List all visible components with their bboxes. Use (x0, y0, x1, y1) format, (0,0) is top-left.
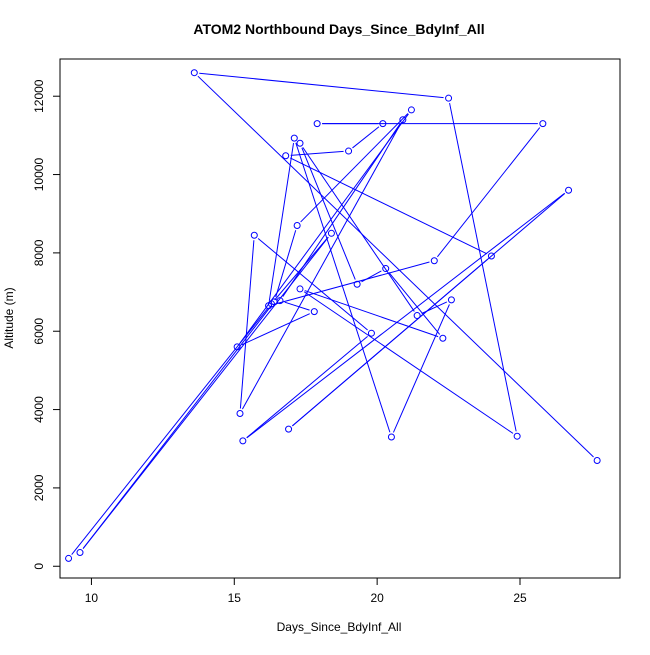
data-point (430, 257, 438, 265)
y-axis: 0 2000 4000 6000 8000 10000 12000 (32, 79, 61, 570)
data-point (487, 252, 495, 260)
series-segment (82, 305, 272, 549)
series-segment (301, 147, 356, 280)
series-segment (275, 230, 297, 298)
series-segment (303, 291, 514, 434)
y-tick-label: 10000 (32, 158, 46, 192)
data-point (367, 329, 375, 337)
chart-title: ATOM2 Northbound Days_Since_BdyInf_All (193, 21, 484, 37)
y-tick-label: 0 (32, 563, 46, 570)
series-segment (300, 113, 409, 223)
series-segment (71, 307, 269, 555)
x-tick-label: 15 (228, 591, 242, 605)
data-point (293, 221, 301, 229)
data-point (233, 343, 241, 351)
series-segment (361, 270, 382, 283)
data-point (65, 554, 73, 562)
data-point (265, 302, 273, 310)
series-segment (273, 261, 430, 305)
data-point (190, 69, 198, 77)
y-tick-label: 2000 (32, 474, 46, 501)
series-segment (246, 192, 565, 439)
series-segment (246, 336, 368, 439)
data-point (353, 280, 361, 288)
data-point (399, 116, 407, 124)
y-axis-label: Altitude (m) (2, 287, 16, 348)
data-point (313, 120, 321, 128)
data-point (565, 186, 573, 194)
series-segment (295, 142, 391, 433)
series-segment (199, 72, 444, 99)
data-point (290, 134, 298, 142)
series-segment (241, 123, 401, 410)
x-axis-label: Days_Since_BdyInf_All (277, 620, 402, 634)
data-point (593, 456, 601, 464)
series-segment (284, 301, 310, 311)
series-segment (289, 157, 488, 255)
data-point (285, 425, 293, 433)
series-segment (421, 301, 448, 314)
data-point (407, 106, 415, 114)
data-point (439, 334, 447, 342)
series-segment (282, 123, 401, 297)
series-segment (268, 142, 295, 301)
series-segment (388, 272, 441, 335)
series-segment (449, 102, 517, 432)
x-tick-label: 10 (85, 591, 99, 605)
series-segment (392, 304, 450, 433)
data-point (282, 152, 290, 160)
plot-area (59, 58, 621, 579)
data-point (513, 432, 521, 440)
data-point (382, 265, 390, 273)
plot-frame (59, 58, 621, 579)
y-tick-label: 4000 (32, 396, 46, 423)
data-point (310, 308, 318, 316)
series-segment (304, 290, 439, 338)
y-tick-label: 6000 (32, 318, 46, 345)
series-segment (352, 126, 380, 149)
data-point (76, 549, 84, 557)
data-point (413, 312, 421, 320)
data-point (276, 297, 284, 305)
data-point (236, 409, 244, 417)
data-point (345, 147, 353, 155)
series-segment (241, 313, 310, 346)
data-point (445, 94, 453, 102)
data-point (387, 433, 395, 441)
x-axis: 10 15 20 25 (85, 577, 527, 605)
x-tick-label: 20 (370, 591, 384, 605)
data-point (239, 437, 247, 445)
data-point (539, 120, 547, 128)
series-segment (239, 240, 255, 409)
y-tick-label: 12000 (32, 79, 46, 113)
series-segment (292, 258, 488, 427)
data-point (447, 296, 455, 304)
series-segment (436, 127, 541, 258)
data-point (327, 229, 335, 237)
data-point (250, 231, 258, 239)
data-point (379, 120, 387, 128)
series-segment (302, 147, 415, 312)
data-point (296, 285, 304, 293)
data-point (296, 139, 304, 147)
x-tick-label: 25 (513, 591, 527, 605)
series-segment (197, 75, 594, 458)
series-layer (65, 69, 601, 562)
y-tick-label: 8000 (32, 239, 46, 266)
